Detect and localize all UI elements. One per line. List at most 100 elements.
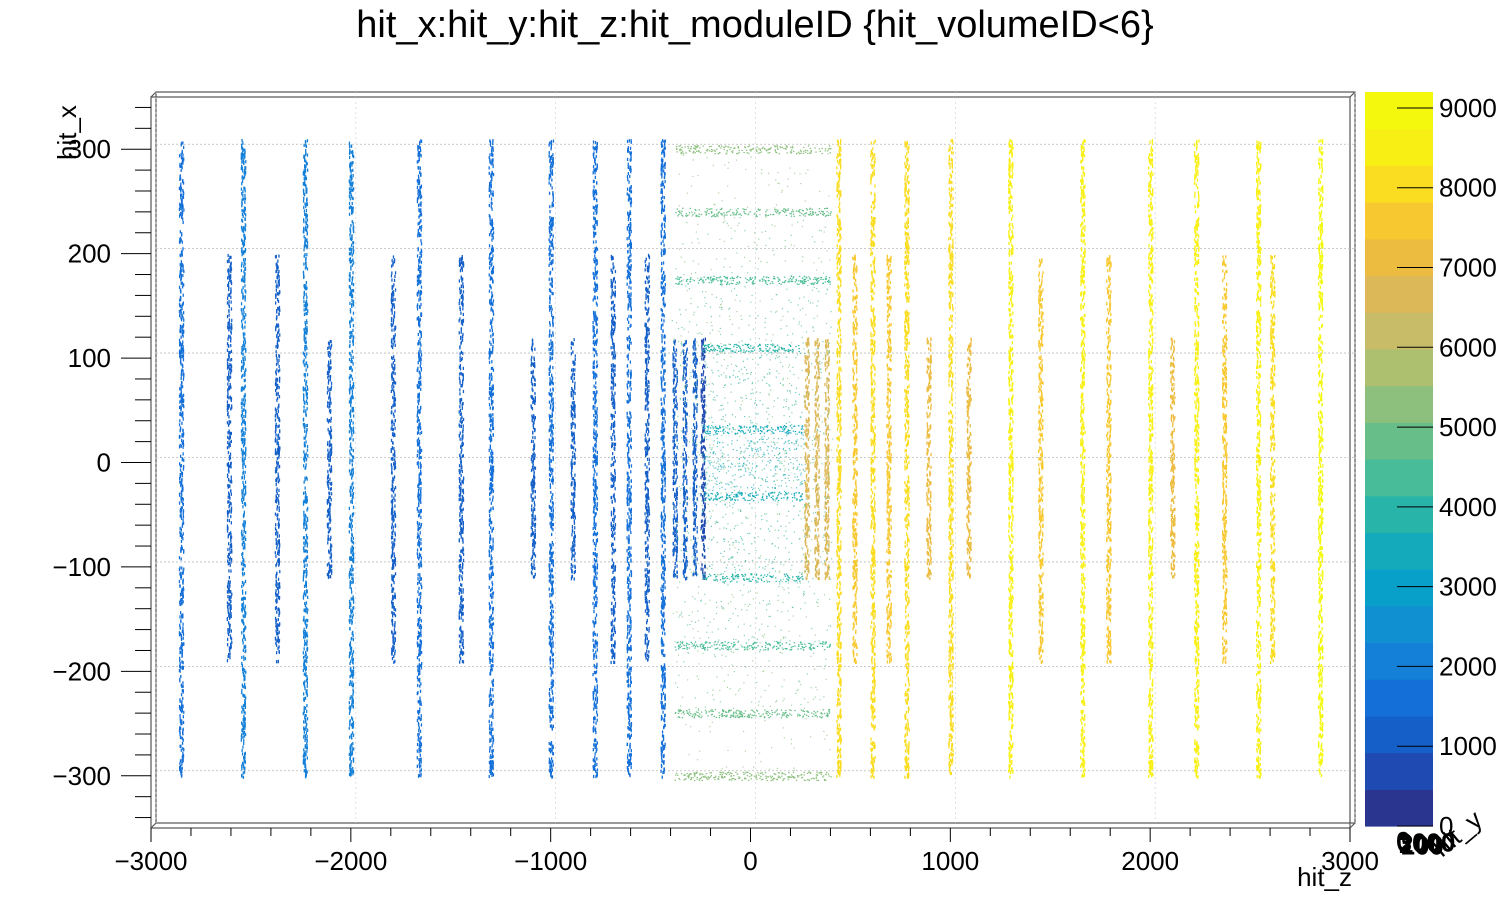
hit-point [491,449,493,453]
hit-point [228,259,230,263]
hit-point [416,279,419,283]
hit-point [391,308,393,312]
hit-point [277,558,280,562]
hit-point [490,702,493,706]
hit-point [393,496,395,500]
hit-point [182,364,184,368]
hit-point [243,419,245,423]
hit-point [304,159,306,163]
hit-point [242,559,244,563]
hit-point [228,648,231,652]
hit-point [392,635,394,640]
hit-point [275,575,277,579]
hit-point [489,437,491,441]
hit-point [306,423,308,427]
hit-point [242,244,245,248]
hit-point [352,188,354,192]
hit-point [352,382,355,386]
hit-point [327,353,330,357]
hit-point [458,263,461,267]
hit-point [417,494,419,498]
hit-point [182,158,185,162]
hit-point [490,308,492,312]
hit-point [488,523,491,527]
hit-point [179,600,181,604]
hit-point [329,430,332,434]
hit-point [180,273,182,278]
hit-point [244,343,246,347]
hit-point [417,449,419,453]
hit-point [326,480,328,484]
hit-point [420,564,423,568]
hit-point [228,386,231,391]
hit-point [349,164,351,168]
hit-point [416,254,419,258]
hit-point [461,550,464,554]
hit-point [348,469,351,473]
hit-point [303,659,306,663]
hit-point [393,381,396,385]
hit-point [243,443,245,447]
hit-point [229,464,231,468]
hit-point [230,274,232,278]
hit-point [459,381,461,385]
hit-point [275,424,277,428]
hit-point [278,404,280,408]
hit-point [330,487,332,491]
hit-point [180,464,183,468]
hit-point [417,642,419,646]
hit-point [242,275,244,279]
hit-point [349,175,351,179]
hit-point [352,324,355,328]
hit-point [417,733,419,737]
hit-point [459,287,461,291]
hit-point [392,404,394,408]
hit-point [327,386,329,390]
hit-point [242,456,244,460]
hit-point [420,623,422,628]
hit-point [329,453,331,457]
hit-point [228,455,231,459]
hit-point [230,502,232,506]
hit-point [304,193,306,197]
hit-point [420,430,423,435]
hit-point [390,427,392,431]
hit-point [490,641,492,645]
hit-point [420,273,422,277]
hit-point [305,412,307,416]
hit-point [243,759,245,763]
hit-point [305,265,307,269]
hit-point [241,489,243,493]
hit-point [227,406,230,410]
hit-point [182,751,184,755]
hit-point [350,186,352,191]
hit-point [305,143,307,148]
hit-point [490,639,493,643]
hit-point [303,397,305,401]
hit-point [276,413,278,417]
hit-point [394,363,396,368]
hit-point [304,758,306,762]
hit-point [179,768,181,772]
hit-point [462,496,464,500]
hit-point [330,518,332,522]
hit-point [242,727,245,731]
hit-point [230,396,233,401]
hit-point [182,411,184,415]
hit-point [490,429,492,433]
hit-point [230,407,232,411]
hit-point [226,601,229,605]
hit-point [351,497,353,502]
hit-point [417,401,420,405]
hit-point [303,499,306,503]
hit-point [180,238,182,242]
hit-point [244,298,246,302]
hit-point [350,429,352,433]
hit-point [244,217,246,221]
hit-point [328,454,330,459]
hit-point [179,473,182,477]
hit-point [350,175,352,179]
hit-point [245,670,247,674]
hit-point [393,607,395,611]
